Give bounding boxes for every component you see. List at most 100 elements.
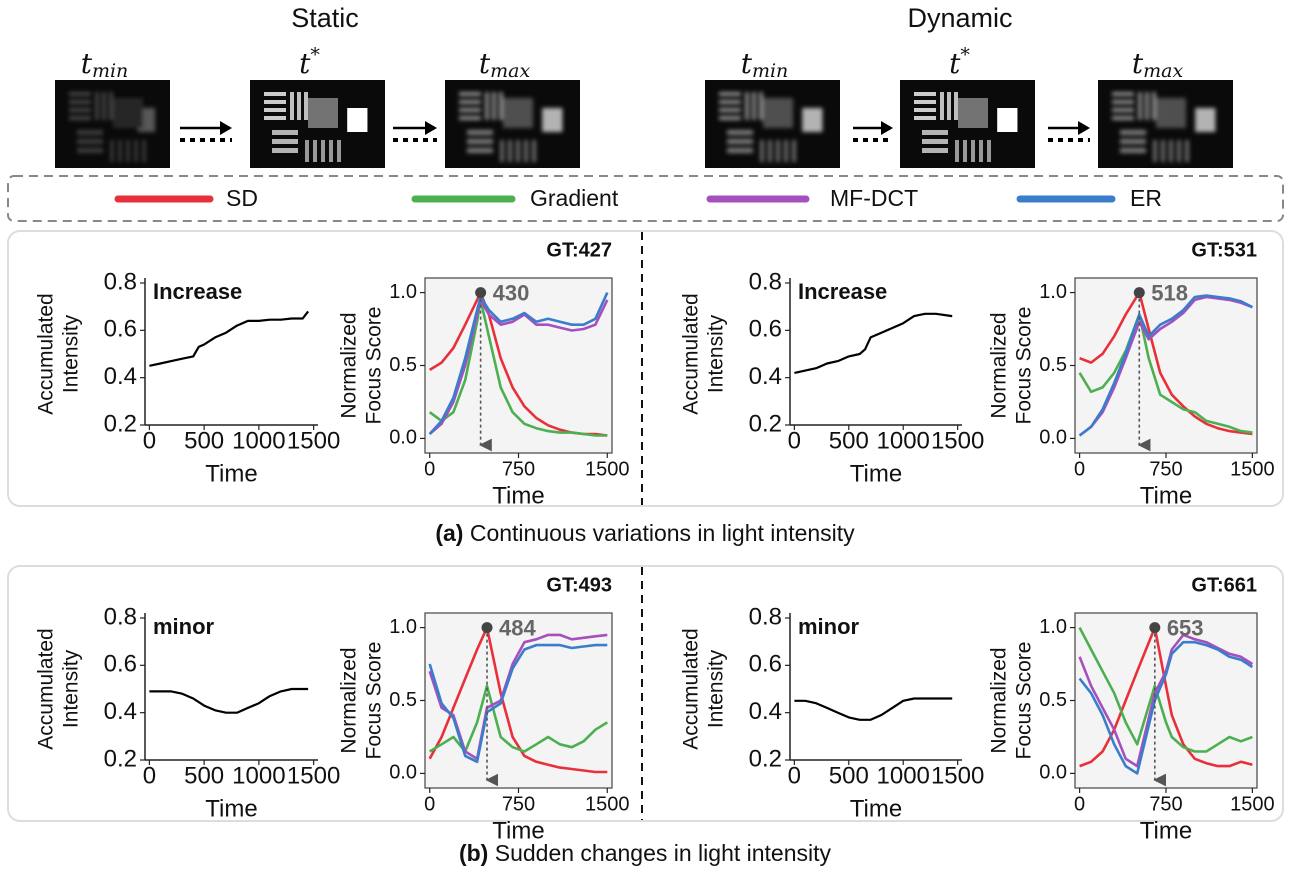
x-tick-label: 0 [424,793,435,815]
bar-pattern [290,92,294,120]
x-tick-label: 0 [143,762,156,789]
x-tick-label: 1000 [232,427,285,454]
thumbnail [705,80,840,168]
x-tick-label: 750 [1149,793,1182,815]
y-tick-label: 0.8 [749,603,782,630]
bar-pattern [1112,100,1134,104]
caption-b: (b) Sudden changes in light intensity [459,840,832,866]
thumbnail [1098,80,1233,168]
bar-pattern [914,108,936,112]
y-axis-label: Focus Score [1013,307,1036,425]
series-line [1078,640,1254,775]
bar-pattern [914,92,936,96]
series-line [794,312,953,374]
x-tick-label: 1000 [877,762,930,789]
legend-label: MF-DCT [830,185,918,211]
bar-pattern [109,92,113,120]
frame-t: t [479,47,491,80]
bar-pattern [485,92,489,120]
dynamic-title: Dynamic [907,3,1012,33]
x-tick-label: 1500 [1230,458,1275,480]
thumbnail-pattern [69,92,156,162]
x-tick-label: 750 [502,458,535,480]
x-tick-label: 500 [829,427,869,454]
y-tick-label: 0.5 [389,689,417,711]
frame-t: t [1132,47,1144,80]
frame-t: t [741,47,753,80]
gt-label: GT:531 [1191,239,1257,261]
bar-pattern [264,116,286,120]
peak-label: 430 [493,280,530,305]
bar-pattern [776,140,780,162]
legend-label: ER [1130,185,1162,211]
x-tick-label: 0 [1074,793,1085,815]
y-tick-label: 0.2 [749,745,782,772]
bar-pattern [727,130,753,135]
x-tick-label: 750 [502,793,535,815]
y-tick-label: 0.2 [749,410,782,437]
annotation: minor [798,614,860,639]
series-line [149,687,309,714]
peak-label: 653 [1167,615,1204,640]
bar-pattern [110,140,114,162]
x-tick-label: 1500 [931,427,984,454]
bar-pattern [500,140,504,162]
y-tick-label: 0.0 [1039,762,1067,784]
bar-pattern [947,92,951,120]
y-axis-label: Accumulated [680,628,703,749]
x-axis-label: Time [1140,482,1192,509]
y-axis-label: Intensity [705,314,728,393]
series-line [1078,295,1253,437]
y-tick-label: 0.2 [104,410,137,437]
static-title: Static [291,3,359,33]
gt-label: GT:427 [546,239,612,261]
x-axis-label: Time [205,795,257,822]
gt-label: GT:493 [546,574,612,596]
y-axis-label: Focus Score [363,307,386,425]
bar-pattern [69,108,91,112]
bar-pattern [1120,130,1146,135]
frame-label: tmax [1132,47,1184,83]
bar-pattern [727,139,753,144]
y-tick-label: 0.5 [389,354,417,376]
x-axis-label: Time [1140,817,1192,844]
bar-pattern [126,140,130,162]
bar-pattern [1153,140,1157,162]
peak-marker [1149,622,1161,634]
bar-pattern [524,140,528,162]
frame-label: tmax [479,47,531,83]
y-axis-label: Normalized [338,312,361,418]
series-line [794,697,953,721]
bar-pattern [955,140,959,162]
x-axis-label: Time [492,817,544,844]
bar-pattern [1112,116,1134,120]
bar-pattern [337,140,341,162]
bar-pattern [1145,92,1149,120]
x-tick-label: 1500 [1230,793,1275,815]
y-tick-label: 1.0 [1039,616,1067,638]
y-tick-label: 0.5 [1039,689,1067,711]
bar-pattern [508,140,512,162]
frame-sub: min [92,60,128,82]
y-tick-label: 1.0 [389,281,417,303]
dot-pattern [1156,98,1186,128]
chart: 0.0 0.5 1.0 0 750 1500 Normalized Focus Score Ti… [988,574,1275,844]
legend-box [7,175,1284,222]
bar-pattern [979,140,983,162]
annotation: minor [153,614,215,639]
x-axis-label: Time [205,460,257,487]
bar-pattern [264,100,286,104]
frame-sub: max [490,60,530,82]
y-axis-label: Intensity [60,314,83,393]
bar-pattern [297,92,301,120]
bar-pattern [102,92,106,120]
arrow-head [220,121,232,135]
series-line [1079,626,1253,768]
chart: 0.0 0.5 1.0 0 750 1500 Normalized Focus Score Ti… [338,239,630,509]
chart: 0.0 0.5 1.0 0 750 1500 Normalized Focus Score Ti… [338,574,630,844]
thumbnail [250,80,385,168]
bar-pattern [745,92,749,120]
frame-t: t [81,47,93,80]
x-tick-label: 1000 [232,762,285,789]
bar-pattern [467,148,493,153]
